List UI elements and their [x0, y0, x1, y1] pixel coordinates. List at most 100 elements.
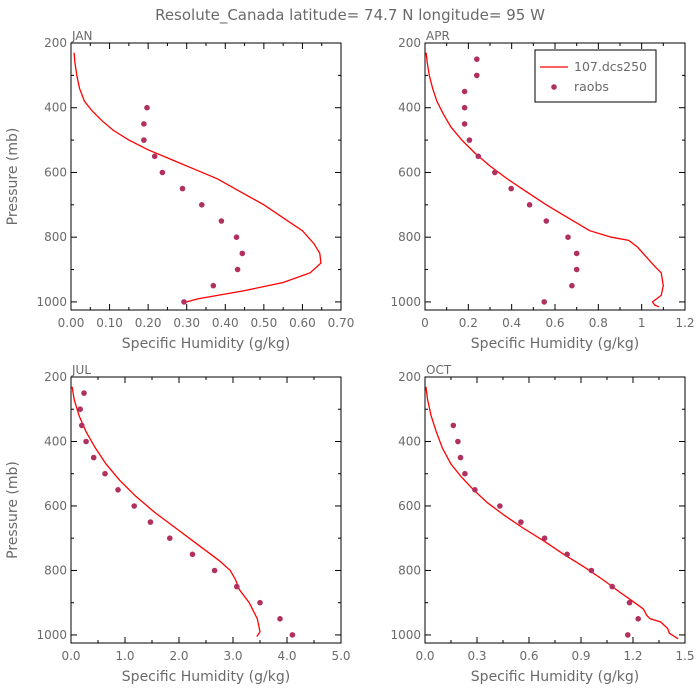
x-tick-label: 0.40 [212, 316, 239, 330]
raob-point [461, 104, 468, 111]
raob-point [81, 390, 87, 396]
x-tick-label: 0 [421, 316, 429, 330]
x-tick-label: 0.70 [328, 316, 355, 330]
y-tick-label: 400 [398, 101, 421, 115]
raob-point [115, 487, 121, 493]
x-tick-label: 1.0 [115, 649, 134, 663]
x-tick-label: 0.50 [250, 316, 277, 330]
x-tick-label: 0.60 [289, 316, 316, 330]
raob-point [564, 551, 570, 558]
plot-frame [70, 42, 342, 311]
raob-point [466, 137, 473, 143]
model-profile-line [425, 52, 664, 308]
x-tick-label: 1.2 [675, 316, 694, 330]
y-tick-label: 1000 [36, 628, 67, 642]
figure-title: Resolute_Canada latitude= 74.7 N longitu… [155, 6, 545, 25]
raob-point [167, 535, 173, 541]
model-profile-line [73, 52, 322, 305]
raob-point [233, 234, 240, 240]
raob-point [257, 599, 263, 606]
raob-point [210, 282, 217, 289]
y-tick-label: 400 [44, 101, 67, 115]
raob-point [474, 72, 480, 79]
raob-point [211, 567, 218, 574]
raob-point [199, 202, 205, 208]
y-tick-label: 800 [398, 230, 421, 244]
x-tick-label: 0.4 [502, 316, 521, 330]
x-axis-label: Specific Humidity (g/kg) [122, 669, 290, 685]
y-tick-label: 800 [44, 230, 67, 244]
model-profile-line [425, 386, 679, 640]
raob-point [569, 282, 575, 289]
y-tick-label: 600 [44, 165, 67, 179]
x-tick-label: 5.0 [331, 649, 350, 663]
y-tick-label: 200 [44, 36, 67, 50]
raob-point [141, 137, 147, 143]
x-tick-label: 1 [638, 316, 646, 330]
y-axis-label: Pressure (mb) [5, 128, 21, 226]
raob-point [472, 487, 478, 493]
x-tick-label: 0.0 [61, 649, 80, 663]
raob-point [77, 406, 83, 413]
raob-point [147, 519, 154, 525]
raob-point [543, 218, 550, 224]
x-tick-label: 3.0 [223, 649, 242, 663]
raob-point [102, 470, 108, 477]
x-tick-label: 0.30 [173, 316, 200, 330]
raob-point [131, 503, 137, 509]
raob-point [626, 599, 633, 606]
panel-label: JUL [71, 363, 91, 377]
y-tick-label: 1000 [36, 295, 67, 309]
y-tick-label: 800 [44, 563, 67, 577]
raob-point [277, 616, 283, 622]
raob-point [462, 470, 468, 477]
raob-point [289, 632, 296, 638]
y-tick-label: 1000 [390, 295, 421, 309]
raob-point [218, 218, 225, 224]
raob-point [541, 535, 548, 541]
panel-label: APR [426, 29, 450, 43]
raob-point [83, 438, 89, 445]
raob-point [239, 250, 246, 257]
panel-apr: APR 0 0.2 0.4 0.6 0.8 1 1.2 200 400 600 800 1000 Spec… [390, 29, 694, 352]
raob-point [141, 121, 147, 127]
x-tick-label: 4.0 [277, 649, 296, 663]
raob-point [90, 454, 97, 461]
x-tick-label: 0.8 [589, 316, 608, 330]
raob-point [450, 422, 457, 429]
raob-point [573, 266, 580, 273]
x-axis-label: Specific Humidity (g/kg) [471, 669, 639, 685]
y-axis-label: Pressure (mb) [5, 461, 21, 559]
panel-jan: JAN 0.00 0.10 0.20 0.30 0.40 0.50 0.60 0.70 200 40… [5, 29, 354, 352]
raob-point [474, 56, 480, 62]
raob-point [181, 299, 187, 305]
panel-jul: JUL 0.0 1.0 2.0 3.0 4.0 5.0 200 400 600 800 1000 Spe… [5, 363, 351, 685]
y-tick-label: 600 [398, 499, 421, 513]
legend-obs-label: raobs [574, 79, 609, 94]
legend-box [534, 49, 657, 103]
raob-point [457, 454, 464, 461]
raob-point [565, 234, 571, 240]
x-axis-label: Specific Humidity (g/kg) [122, 336, 290, 352]
x-tick-label: 0.6 [545, 316, 564, 330]
plot-frame [70, 376, 342, 644]
panel-label: JAN [71, 29, 93, 43]
y-tick-label: 200 [44, 370, 67, 384]
raob-point [541, 299, 547, 305]
raob-point [144, 104, 150, 111]
legend: 107.dcs250 raobs [534, 49, 657, 103]
y-tick-label: 1000 [390, 628, 421, 642]
y-tick-label: 200 [398, 36, 421, 50]
raob-point [189, 551, 196, 558]
raob-point [475, 153, 482, 160]
raob-point [609, 583, 615, 590]
raob-point [625, 632, 631, 638]
raob-point [455, 438, 461, 445]
raob-point [588, 567, 595, 574]
raob-point [635, 616, 641, 622]
y-tick-label: 200 [398, 370, 421, 384]
x-axis-label: Specific Humidity (g/kg) [471, 336, 639, 352]
panel-oct: OCT 0.0 0.3 0.6 0.9 1.2 1.5 200 400 600 800 1000 Spe… [390, 363, 694, 685]
legend-point-swatch [551, 84, 557, 90]
